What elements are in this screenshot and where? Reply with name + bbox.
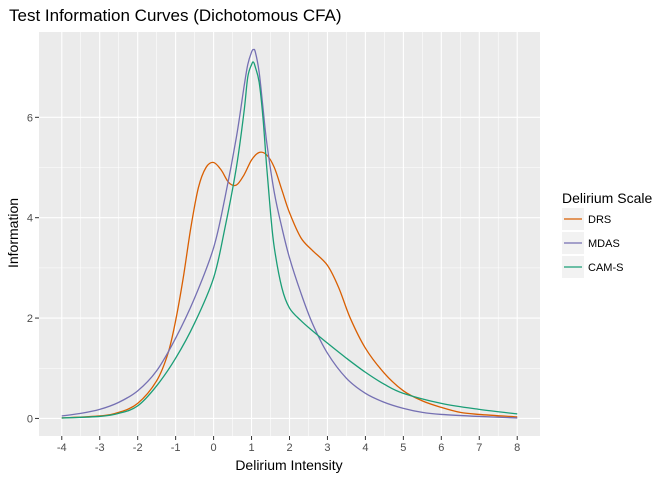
x-tick-label: -3 <box>95 442 105 454</box>
x-axis-title: Delirium Intensity <box>235 457 342 473</box>
axis-layer: -4 -3 -2 -1 0 1 2 3 4 5 6 7 8 0 2 4 6 <box>27 112 520 454</box>
plot-panel <box>39 32 540 436</box>
x-tick-label: 4 <box>362 442 368 454</box>
data-layer <box>61 48 518 419</box>
x-tick-label: 0 <box>211 442 217 454</box>
x-tick-label: 1 <box>248 442 254 454</box>
legend: Delirium Scale DRS MDAS CAM-S <box>562 190 652 278</box>
chart-title: Test Information Curves (Dichotomous CFA… <box>9 6 342 25</box>
legend-title: Delirium Scale <box>562 190 652 206</box>
y-tick-label: 4 <box>27 213 33 225</box>
x-tick-label: 6 <box>438 442 444 454</box>
x-tick-label: -4 <box>57 442 67 454</box>
x-tick-label: -1 <box>171 442 181 454</box>
x-tick-label: 2 <box>286 442 292 454</box>
y-tick-label: 0 <box>27 413 33 425</box>
x-tick-label: 5 <box>400 442 406 454</box>
x-tick-label: -2 <box>133 442 143 454</box>
legend-label-mdas: MDAS <box>588 238 620 250</box>
y-tick-label: 2 <box>27 313 33 325</box>
x-tick-label: 3 <box>324 442 330 454</box>
x-tick-label: 8 <box>514 442 520 454</box>
y-axis-title: Information <box>5 198 21 268</box>
y-tick-label: 6 <box>27 112 33 124</box>
legend-label-cam-s: CAM-S <box>588 262 623 274</box>
series-line-drs <box>61 151 518 419</box>
legend-label-drs: DRS <box>588 214 611 226</box>
series-line-mdas <box>61 48 518 419</box>
x-tick-label: 7 <box>476 442 482 454</box>
series-line-cam-s <box>61 61 518 419</box>
